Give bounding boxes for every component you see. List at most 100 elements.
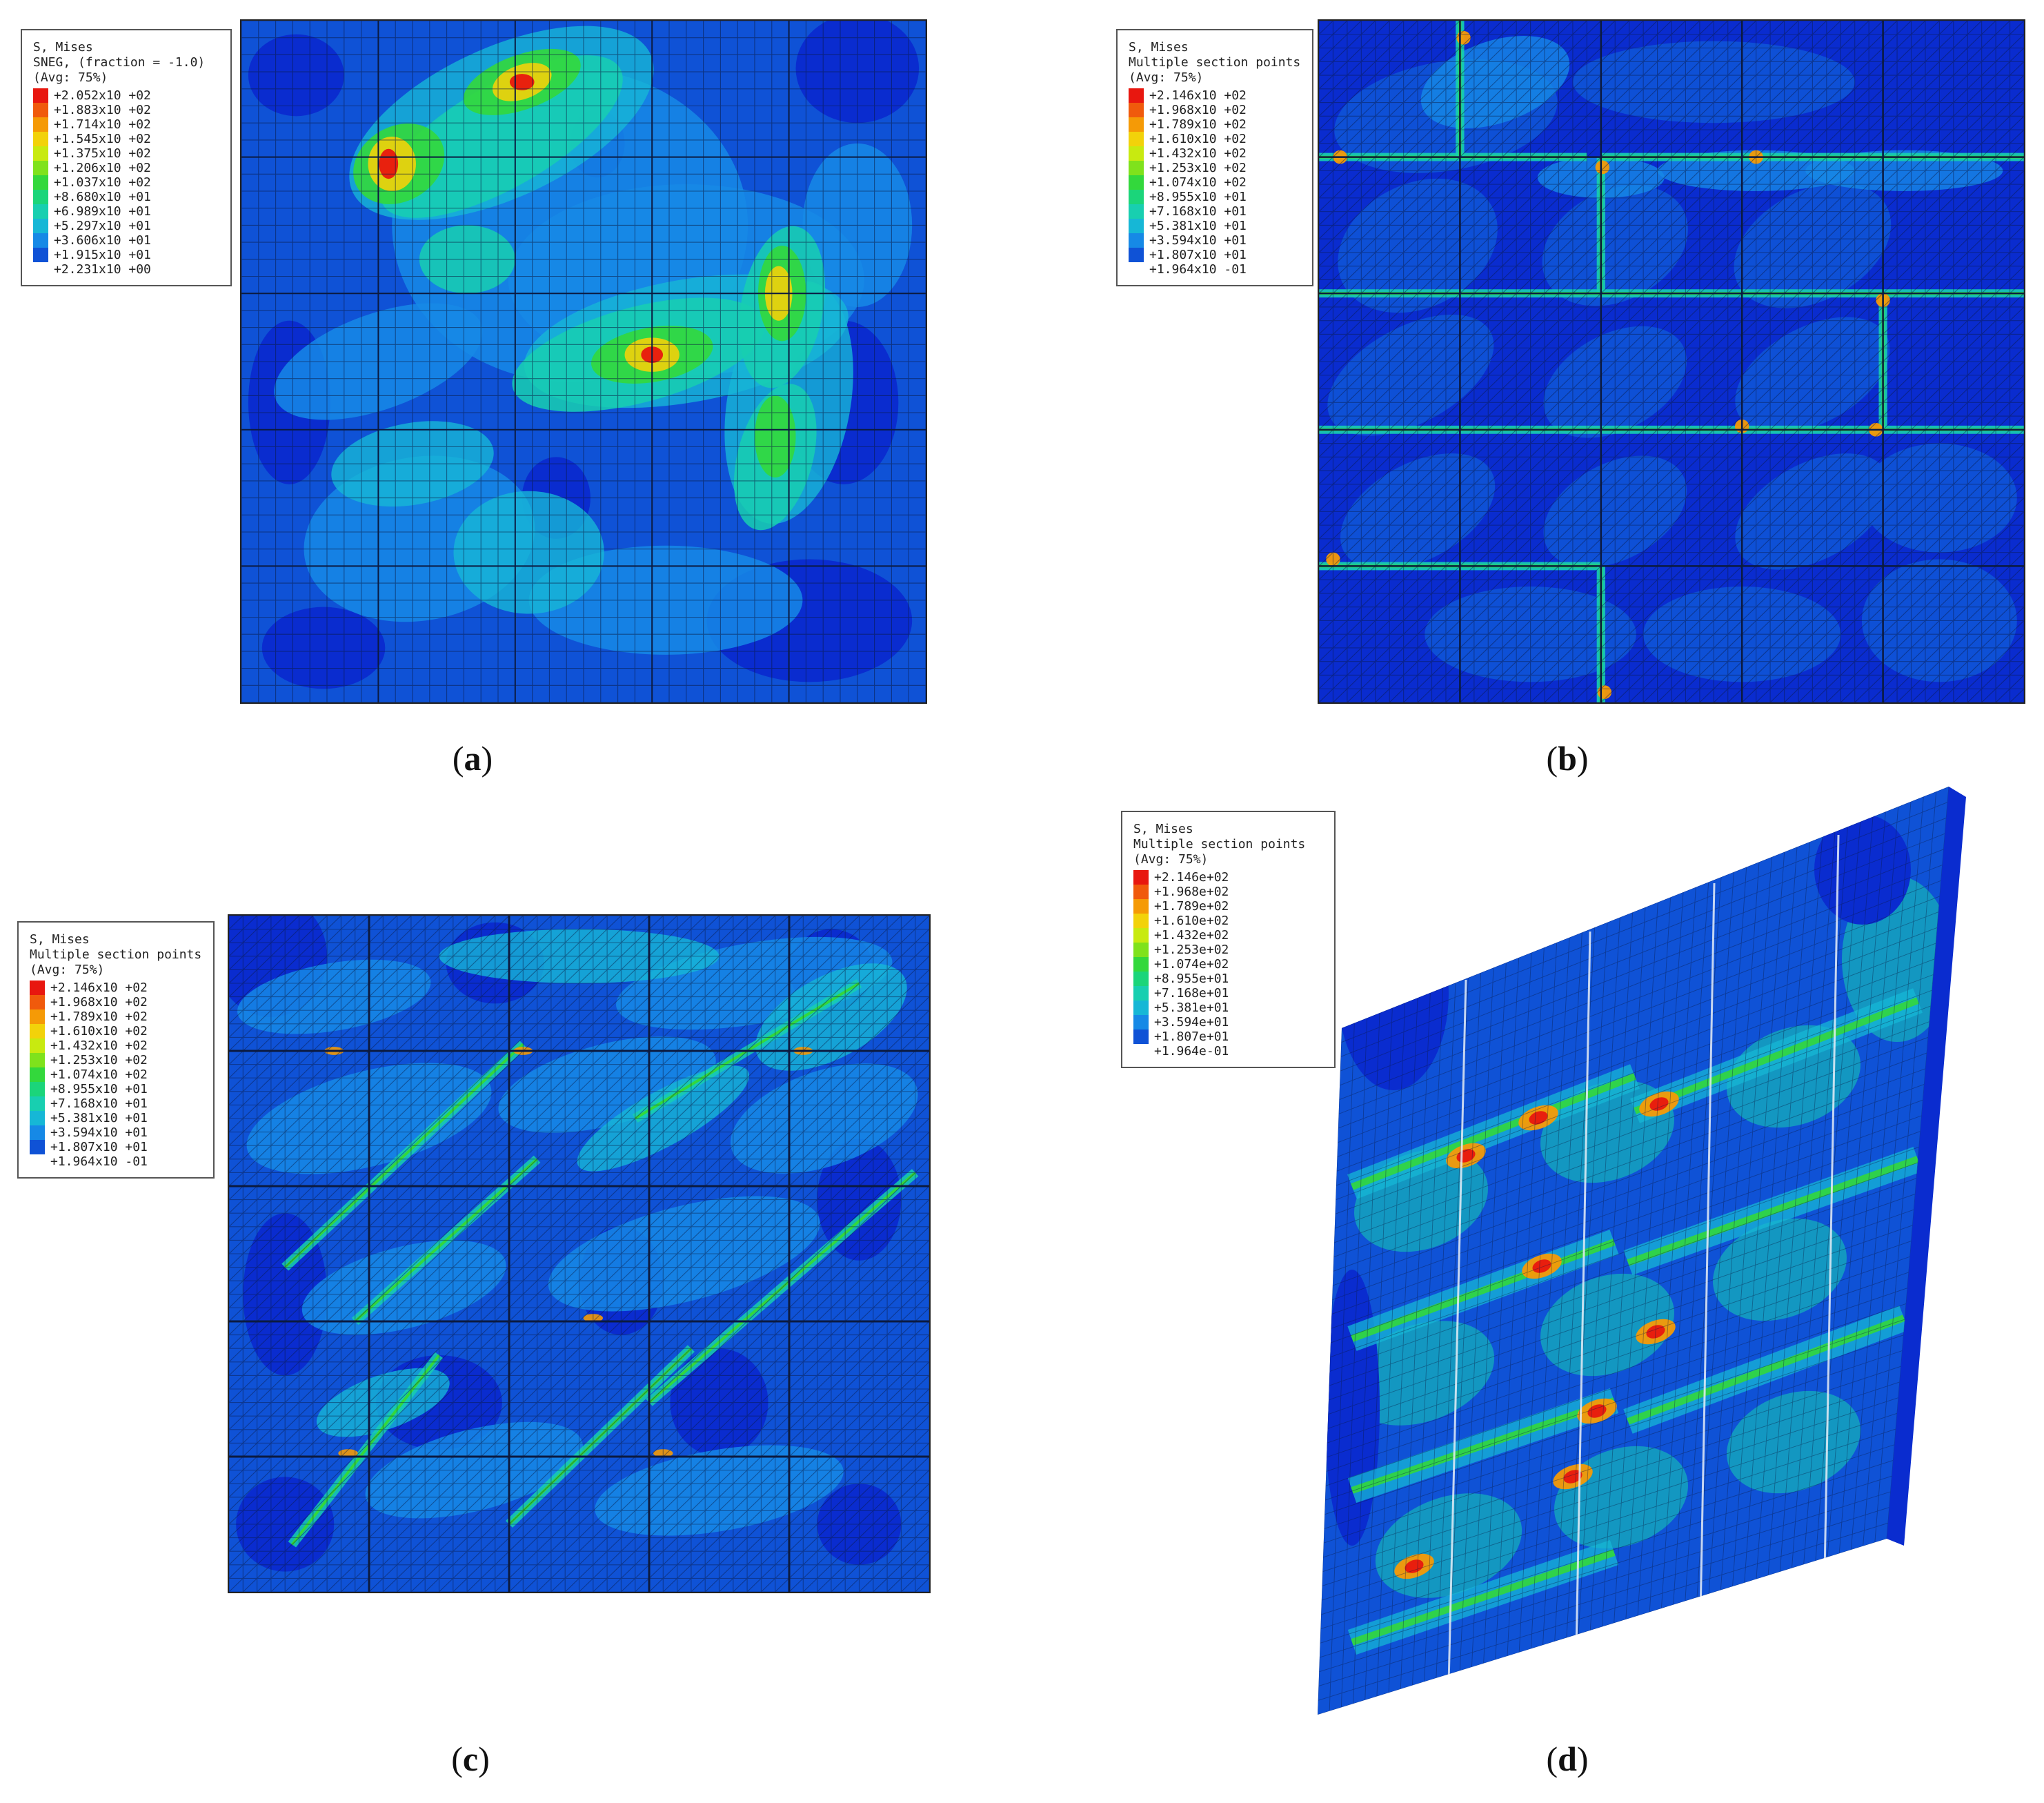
legend-row: +8.955x10 +01 <box>1129 190 1301 204</box>
legend-swatch <box>30 1009 45 1024</box>
legend-row: +8.955x10 +01 <box>30 1082 202 1096</box>
legend-row: +1.074x10 +02 <box>30 1067 202 1082</box>
legend-value: +2.146x10 +02 <box>50 981 148 995</box>
stress-region <box>1542 185 1688 306</box>
stress-region <box>236 1477 335 1572</box>
mesh-grid <box>1319 21 2024 702</box>
legend-row: +1.253x10 +02 <box>30 1053 202 1067</box>
legend-value: +1.074x10 +02 <box>50 1067 148 1082</box>
legend-swatch <box>1133 986 1149 1001</box>
legend-value: +1.074x10 +02 <box>1149 175 1247 190</box>
legend-row: +1.432x10 +02 <box>1129 146 1301 161</box>
stress-hotspot <box>1595 160 1610 175</box>
legend-swatch <box>33 190 48 204</box>
legend-value: +1.610e+02 <box>1154 914 1229 928</box>
legend-swatch <box>30 1125 45 1140</box>
legend-swatch <box>33 262 48 277</box>
stress-region <box>1735 317 1890 434</box>
legend-swatch <box>1129 204 1144 219</box>
legend-row: +2.231x10 +00 <box>33 262 219 277</box>
stress-region <box>1338 897 1449 1090</box>
legend-a-title-1: S, Mises <box>33 40 93 55</box>
stress-region <box>577 1065 750 1172</box>
contour-svg-b <box>1319 21 2024 702</box>
stress-region <box>1734 183 1892 308</box>
legend-row: +1.610e+02 <box>1133 914 1323 928</box>
stress-hotspot <box>1529 1111 1548 1125</box>
panel-boundaries <box>1319 21 2024 702</box>
legend-value: +1.610x10 +02 <box>50 1024 148 1038</box>
legend-swatch <box>1129 132 1144 146</box>
legend-row: +7.168x10 +01 <box>30 1096 202 1111</box>
legend-row: +6.989x10 +01 <box>33 204 219 219</box>
legend-row: +3.606x10 +01 <box>33 233 219 248</box>
legend-swatch <box>33 233 48 248</box>
stress-hotspot <box>1649 1097 1669 1111</box>
legend-value: +1.964x10 -01 <box>50 1154 148 1169</box>
stress-region <box>1861 443 2017 553</box>
stress-region <box>301 1240 506 1335</box>
legend-swatch <box>30 981 45 995</box>
caption-b: (b) <box>1546 739 1589 778</box>
legend-swatch <box>30 1154 45 1169</box>
stress-field <box>1318 787 1949 1715</box>
legend-row: +1.964x10 -01 <box>30 1154 202 1169</box>
stress-hotspot <box>1646 1325 1665 1339</box>
legend-value: +1.968x10 +02 <box>50 995 148 1009</box>
stress-region <box>1735 453 1890 570</box>
legend-row: +3.594e+01 <box>1133 1015 1323 1029</box>
legend-swatch <box>30 1038 45 1053</box>
legend-row: +1.883x10 +02 <box>33 103 219 117</box>
stress-region <box>1425 587 1636 682</box>
legend-swatch <box>1129 175 1144 190</box>
stress-region <box>365 1421 583 1519</box>
legend-row: +1.714x10 +02 <box>33 117 219 132</box>
legend-row: +2.146x10 +02 <box>1129 88 1301 103</box>
legend-value: +1.432x10 +02 <box>50 1038 148 1053</box>
legend-value: +1.610x10 +02 <box>1149 132 1247 146</box>
legend-row: +1.968x10 +02 <box>1129 103 1301 117</box>
legend-row: +7.168e+01 <box>1133 986 1323 1001</box>
legend-swatch <box>30 1082 45 1096</box>
stress-region <box>595 1445 844 1536</box>
legend-swatch <box>1129 219 1144 233</box>
legend-value: +1.807x10 +01 <box>50 1140 148 1154</box>
legend-value: +3.594x10 +01 <box>50 1125 148 1140</box>
legend-swatch <box>33 103 48 117</box>
legend-swatch <box>33 175 48 190</box>
legend-row: +8.680x10 +01 <box>33 190 219 204</box>
legend-swatch <box>1133 1001 1149 1015</box>
legend-row: +1.432e+02 <box>1133 928 1323 943</box>
legend-value: +1.253e+02 <box>1154 943 1229 957</box>
legend-swatch <box>1129 161 1144 175</box>
legend-value: +8.955x10 +01 <box>50 1082 148 1096</box>
legend-value: +3.594x10 +01 <box>1149 233 1247 248</box>
panel-boundaries <box>229 916 929 1592</box>
legend-value: +1.807x10 +01 <box>1149 248 1247 262</box>
legend-swatch <box>1129 88 1144 103</box>
legend-row: +1.789x10 +02 <box>30 1009 202 1024</box>
legend-a: S, Mises SNEG, (fraction = -1.0) (Avg: 7… <box>21 29 232 286</box>
legend-d-title-1: S, Mises <box>1133 822 1193 836</box>
legend-c: S, Mises Multiple section points (Avg: 7… <box>17 921 215 1179</box>
legend-value: +5.381x10 +01 <box>1149 219 1247 233</box>
legend-row: +1.915x10 +01 <box>33 248 219 262</box>
legend-swatch <box>1133 928 1149 943</box>
stress-region <box>1338 178 1498 313</box>
legend-b-title-3: (Avg: 75%) <box>1129 70 1204 85</box>
mesh-grid <box>229 916 929 1592</box>
legend-value: +5.297x10 +01 <box>54 219 151 233</box>
legend-swatch <box>30 1096 45 1111</box>
legend-value: +8.955x10 +01 <box>1149 190 1247 204</box>
legend-swatch <box>30 1111 45 1125</box>
legend-row: +1.807e+01 <box>1133 1029 1323 1044</box>
legend-value: +1.253x10 +02 <box>1149 161 1247 175</box>
legend-row: +2.146e+02 <box>1133 870 1323 885</box>
stress-region <box>380 55 623 218</box>
legend-row: +1.610x10 +02 <box>1129 132 1301 146</box>
legend-value: +1.915x10 +01 <box>54 248 151 262</box>
legend-row: +1.432x10 +02 <box>30 1038 202 1053</box>
legend-a-title-2: SNEG, (fraction = -1.0) <box>33 55 206 70</box>
legend-row: +1.964e-01 <box>1133 1044 1323 1058</box>
legend-value: +2.231x10 +00 <box>54 262 151 277</box>
